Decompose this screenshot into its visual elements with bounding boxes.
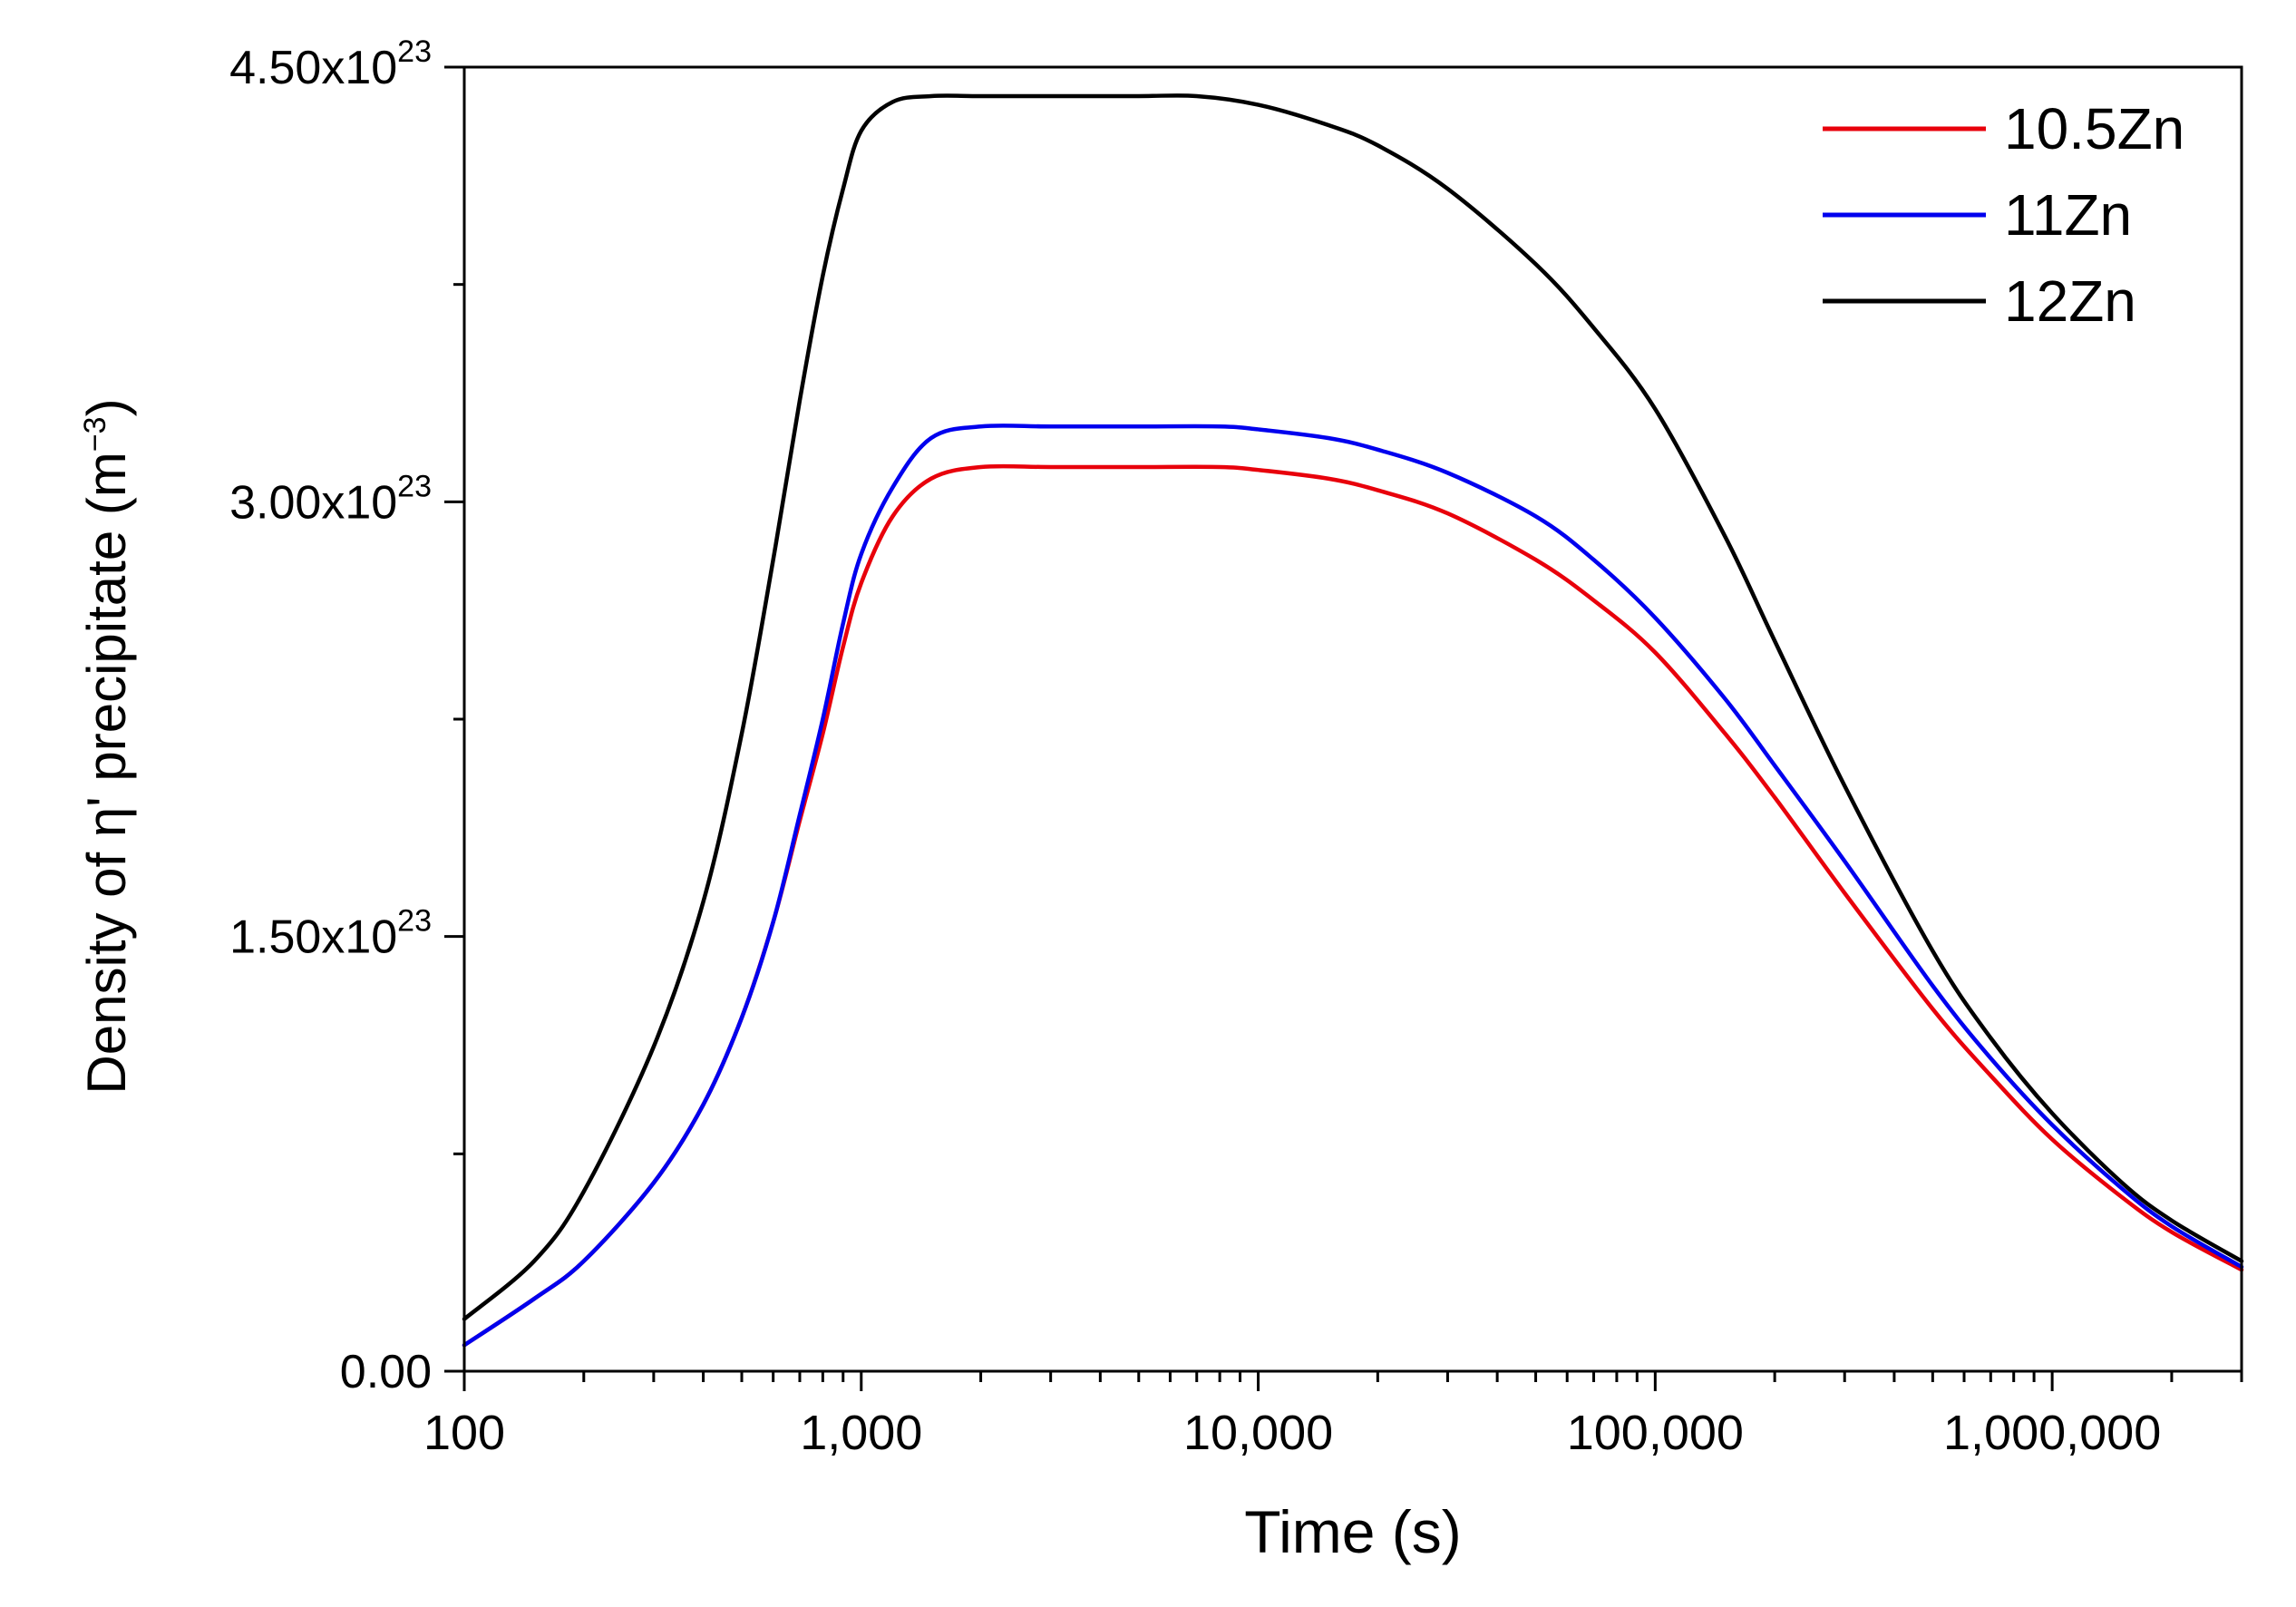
x-axis-title: Time (s) — [1244, 1498, 1462, 1565]
legend-label: 11Zn — [2004, 182, 2132, 248]
legend: 10.5Zn 11Zn 12Zn — [1823, 96, 2184, 334]
y-tick-label: 1.50x1023 — [229, 904, 432, 964]
plot-frame — [462, 65, 2243, 1373]
y-axis-title-sup: −3 — [78, 416, 112, 452]
tick-layer — [444, 65, 2243, 1391]
x-tick-label: 100 — [423, 1406, 505, 1460]
x-tick-label: 1,000 — [800, 1406, 922, 1460]
series-layer — [462, 93, 2244, 1348]
x-tick-label: 100,000 — [1567, 1406, 1744, 1460]
x-tick-label: 10,000 — [1183, 1406, 1333, 1460]
legend-label: 12Zn — [2004, 268, 2136, 334]
series-line-10.5Zn — [462, 463, 2244, 1348]
y-axis-title-suffix: ) — [76, 398, 137, 416]
x-tick-labels: 100 1,000 10,000 100,000 1,000,000 — [423, 1406, 2161, 1460]
y-axis-title: Density of η' precipitate (m−3) — [76, 398, 137, 1094]
series-line-12Zn — [462, 93, 2244, 1321]
legend-label: 10.5Zn — [2004, 96, 2184, 161]
y-tick-label: 0.00 — [340, 1346, 432, 1398]
series-line-11Zn — [462, 424, 2244, 1348]
y-axis-title-main: Density of η' precipitate (m — [76, 452, 137, 1094]
x-tick-label: 1,000,000 — [1943, 1406, 2161, 1460]
y-tick-labels: 0.00 1.50x1023 3.00x1023 4.50x1023 — [229, 34, 432, 1398]
y-tick-label: 3.00x1023 — [229, 469, 432, 529]
y-tick-label: 4.50x1023 — [229, 34, 432, 94]
